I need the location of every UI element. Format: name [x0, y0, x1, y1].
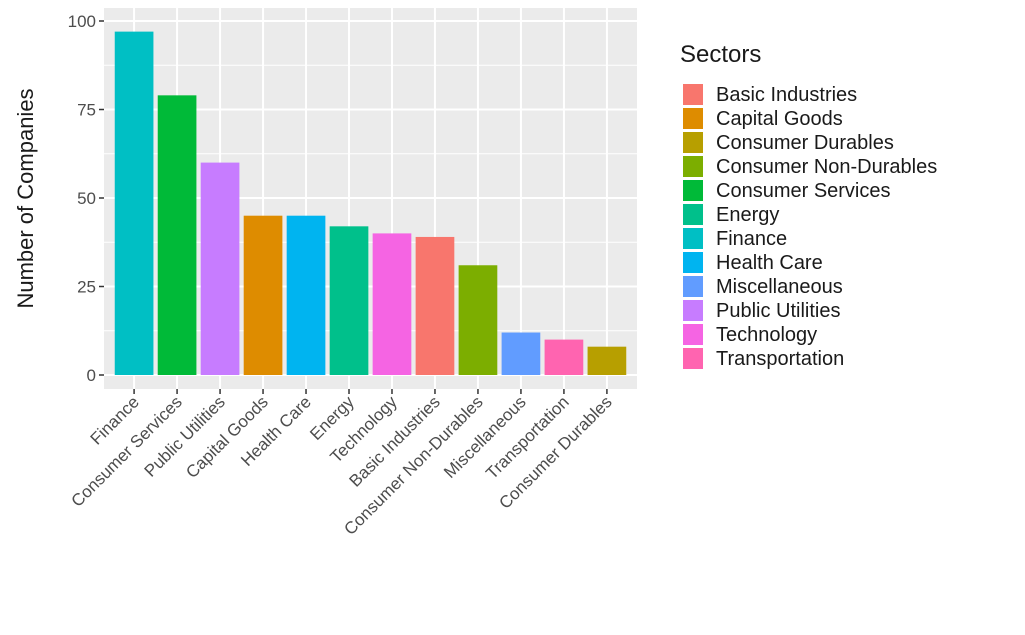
- bar: [243, 215, 283, 375]
- legend-label: Consumer Services: [716, 180, 891, 202]
- bars: [114, 31, 627, 376]
- bar: [458, 265, 498, 375]
- y-axis: 0 25 50 75 100: [68, 12, 104, 385]
- legend-label: Miscellaneous: [716, 276, 843, 298]
- bar: [329, 226, 369, 375]
- y-axis-title: Number of Companies: [13, 88, 38, 308]
- legend-title: Sectors: [680, 41, 761, 68]
- legend-key: [683, 348, 703, 369]
- bar: [114, 31, 154, 376]
- y-tick-label: 75: [77, 101, 96, 120]
- legend-label: Energy: [716, 204, 779, 226]
- legend-key: [683, 276, 703, 297]
- legend-key: [683, 228, 703, 249]
- legend-key: [683, 132, 703, 153]
- legend-key: [683, 252, 703, 273]
- legend-label: Consumer Non-Durables: [716, 156, 937, 178]
- bar: [157, 95, 197, 375]
- bar: [200, 162, 240, 375]
- legend-key: [683, 108, 703, 129]
- legend-label: Finance: [716, 228, 787, 250]
- legend-key: [683, 300, 703, 321]
- y-tick-label: 25: [77, 278, 96, 297]
- legend-key: [683, 156, 703, 177]
- legend-label: Transportation: [716, 348, 844, 370]
- bar: [587, 346, 627, 375]
- legend-key: [683, 204, 703, 225]
- y-tick-label: 100: [68, 12, 96, 31]
- bar: [286, 215, 326, 375]
- legend-label: Basic Industries: [716, 84, 857, 106]
- y-tick-label: 0: [87, 366, 96, 385]
- bar: [415, 236, 455, 375]
- bar: [372, 233, 412, 375]
- legend-label: Health Care: [716, 252, 823, 274]
- legend-label: Technology: [716, 324, 817, 346]
- legend-key: [683, 84, 703, 105]
- legend-key: [683, 180, 703, 201]
- legend-label: Consumer Durables: [716, 132, 894, 154]
- bar: [501, 332, 541, 375]
- legend-label: Capital Goods: [716, 108, 843, 130]
- legend-label: Public Utilities: [716, 300, 840, 322]
- y-tick-label: 50: [77, 189, 96, 208]
- legend-key: [683, 324, 703, 345]
- bar: [544, 339, 584, 375]
